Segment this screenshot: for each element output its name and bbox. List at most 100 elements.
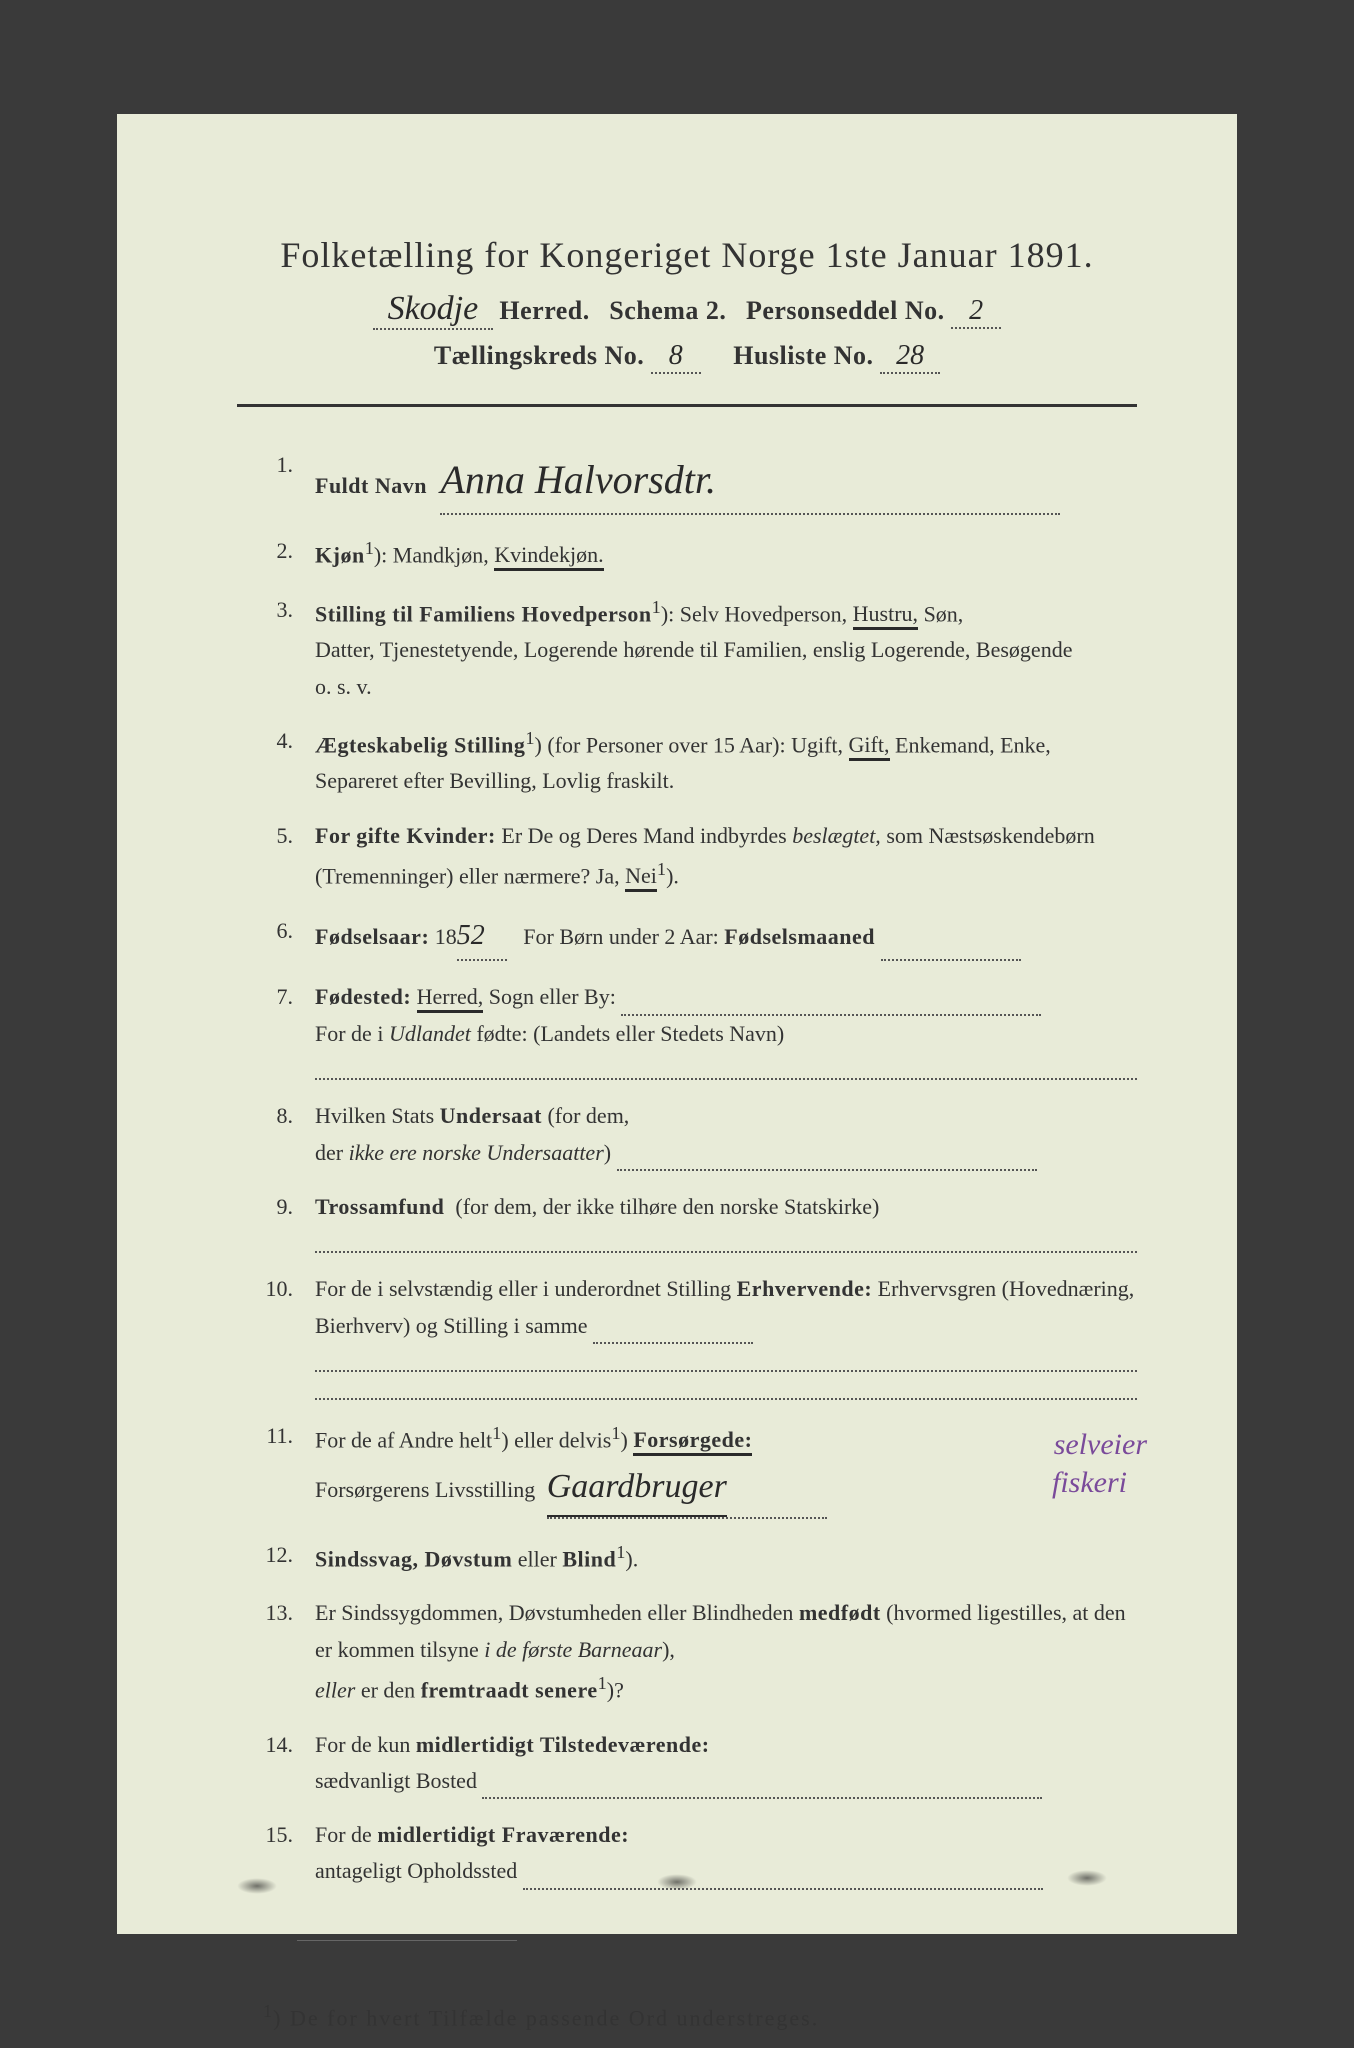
entry-num: 3.	[237, 592, 315, 705]
e10-text1: For de i selvstændig eller i underordnet…	[315, 1276, 731, 1301]
entry-num: 2.	[237, 533, 315, 574]
husliste-no: 28	[896, 340, 924, 371]
schema-label: Schema 2.	[609, 296, 726, 325]
entry-num: 6.	[237, 913, 315, 961]
entry-2: 2. Kjøn1): Mandkjøn, Kvindekjøn.	[237, 533, 1137, 574]
opt-herred: Herred,	[417, 984, 484, 1013]
entry-num: 1.	[237, 447, 315, 515]
fodselsmaaned-label: Fødselsmaaned	[724, 924, 875, 949]
e14-line2: sædvanligt Bosted	[315, 1768, 477, 1793]
entry-5: 5. For gifte Kvinder: Er De og Deres Man…	[237, 818, 1137, 895]
kjon-label: Kjøn	[315, 542, 365, 567]
sup: 1	[525, 728, 534, 748]
entry-11: 11. For de af Andre helt1) eller delvis1…	[237, 1418, 1137, 1519]
forsorgede-label: Forsørgede:	[633, 1427, 752, 1456]
e12-text: eller	[518, 1546, 557, 1571]
fodested-label: Fødested:	[315, 984, 411, 1009]
gifte-tail: ).	[666, 863, 679, 888]
e7-text1: Sogn eller By:	[489, 984, 616, 1009]
blind-label: Blind	[562, 1546, 616, 1571]
entry-8: 8. Hvilken Stats Undersaat (for dem, der…	[237, 1098, 1137, 1171]
e8-text2: (for dem,	[547, 1103, 629, 1128]
kjon-text: ): Mandkjøn,	[374, 542, 489, 567]
footnote-sup: 1	[263, 2001, 273, 2021]
e15-text1: For de	[315, 1822, 372, 1847]
trossamfund-label: Trossamfund	[315, 1194, 444, 1219]
entry-6: 6. Fødselsaar: 1852 For Børn under 2 Aar…	[237, 913, 1137, 961]
opt-hustru: Hustru,	[853, 601, 918, 630]
e13-text1: Er Sindssygdommen, Døvstumheden eller Bl…	[315, 1600, 793, 1625]
husliste-label: Husliste No.	[733, 341, 873, 370]
sindssvag-label: Sindssvag, Døvstum	[315, 1546, 512, 1571]
e15-line2: antageligt Opholdssted	[315, 1858, 517, 1883]
e11-text2: ) eller delvis	[501, 1427, 611, 1452]
entry-num: 4.	[237, 723, 315, 800]
ink-smudge	[657, 1874, 697, 1890]
e13-line3a: eller	[315, 1677, 355, 1702]
entry-7: 7. Fødested: Herred, Sogn eller By: For …	[237, 979, 1137, 1081]
gifte-text1: Er De og Deres Mand indbyrdes	[501, 823, 786, 848]
fremtraadt-label: fremtraadt senere	[421, 1677, 598, 1702]
sup: 1	[652, 597, 661, 617]
e8-line2em: ikke ere norske Undersaatter	[349, 1140, 604, 1165]
stilling-line3: o. s. v.	[315, 674, 372, 699]
opt-gift: Gift,	[849, 732, 890, 761]
ink-smudge	[1067, 1870, 1107, 1886]
entry-num: 7.	[237, 979, 315, 1081]
header-rule	[237, 404, 1137, 407]
stilling-line2: Datter, Tjenestetyende, Logerende hørend…	[315, 637, 1072, 662]
sup: 1	[365, 538, 374, 558]
e11-text3: )	[620, 1427, 627, 1452]
entry-13: 13. Er Sindssygdommen, Døvstumheden elle…	[237, 1595, 1137, 1708]
fuldt-navn-value: Anna Halvorsdtr.	[440, 447, 716, 513]
entry-num: 9.	[237, 1189, 315, 1253]
e13-text3: ),	[662, 1637, 675, 1662]
gifte-label: For gifte Kvinder:	[315, 823, 496, 848]
year-hand: 52	[457, 920, 485, 951]
entry-num: 8.	[237, 1098, 315, 1171]
undersaat-label: Undersaat	[440, 1103, 542, 1128]
purple-note-2: fiskeri	[1052, 1458, 1127, 1508]
entry-num: 12.	[237, 1537, 315, 1578]
census-form-page: Folketælling for Kongeriget Norge 1ste J…	[117, 114, 1237, 1934]
entry-num: 14.	[237, 1727, 315, 1800]
fravaerende-label: midlertidigt Fraværende:	[377, 1822, 629, 1847]
subtitle-row-2: Tællingskreds No. 8 Husliste No. 28	[237, 340, 1137, 374]
sup: 1	[598, 1673, 607, 1693]
e7-line2b: fødte: (Landets eller Stedets Navn)	[476, 1021, 784, 1046]
gifte-em1: beslægtet,	[792, 823, 881, 848]
aegte-text1: ) (for Personer over 15 Aar): Ugift,	[535, 732, 844, 757]
medfodt-label: medfødt	[799, 1600, 881, 1625]
entry-9: 9. Trossamfund (for dem, der ikke tilhør…	[237, 1189, 1137, 1253]
main-title: Folketælling for Kongeriget Norge 1ste J…	[237, 234, 1137, 276]
personseddel-no: 2	[969, 295, 983, 326]
entry-3: 3. Stilling til Familiens Hovedperson1):…	[237, 592, 1137, 705]
e14-text1: For de kun	[315, 1732, 410, 1757]
sup: 1	[657, 859, 666, 879]
taellingskreds-no: 8	[669, 340, 683, 371]
opt-nei: Nei	[625, 863, 657, 892]
entry-num: 11.	[237, 1418, 315, 1519]
tilstedevaerende-label: midlertidigt Tilstedeværende:	[416, 1732, 710, 1757]
livsstilling-hand: Gaardbruger	[547, 1459, 727, 1517]
entry-num: 5.	[237, 818, 315, 895]
taellingskreds-label: Tællingskreds No.	[434, 341, 644, 370]
ink-smudge	[237, 1878, 277, 1894]
erhvervende-label: Erhvervende:	[737, 1276, 873, 1301]
e6-text2: For Børn under 2 Aar:	[523, 924, 719, 949]
e9-text: (for dem, der ikke tilhøre den norske St…	[455, 1194, 879, 1219]
footnote-rule	[297, 1940, 517, 1941]
sup: 1	[492, 1423, 501, 1443]
opt-son: Søn,	[924, 601, 964, 626]
e12-tail: ).	[625, 1546, 638, 1571]
footnote: 1) De for hvert Tilfælde passende Ord un…	[237, 2001, 1137, 2031]
fodselsaar-label: Fødselsaar:	[315, 924, 429, 949]
e7-line2a: For de i	[315, 1021, 383, 1046]
entry-14: 14. For de kun midlertidigt Tilstedevære…	[237, 1727, 1137, 1800]
e7-line2em: Udlandet	[389, 1021, 471, 1046]
e11-line2: Forsørgerens Livsstilling	[315, 1477, 535, 1502]
stilling-label: Stilling til Familiens Hovedperson	[315, 601, 652, 626]
personseddel-label: Personseddel No.	[746, 296, 945, 325]
subtitle-row-1: Skodje Herred. Schema 2. Personseddel No…	[237, 290, 1137, 330]
year-prefix: 18	[435, 924, 457, 949]
